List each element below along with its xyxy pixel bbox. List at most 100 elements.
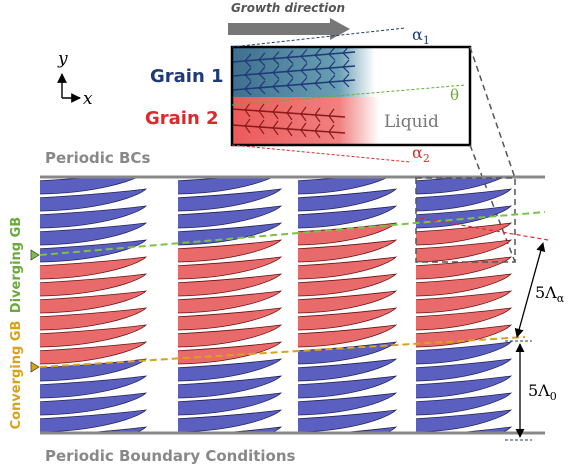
dendrite-finger bbox=[178, 273, 283, 297]
alpha1-line bbox=[231, 27, 406, 48]
dendrite-finger bbox=[40, 375, 148, 399]
dendrite-finger bbox=[416, 205, 513, 229]
branch bbox=[300, 122, 307, 138]
branch bbox=[258, 52, 266, 67]
bottom-bc-label: Periodic Boundary Conditions bbox=[45, 447, 296, 465]
dendrite-finger bbox=[178, 239, 283, 263]
dendrite-finger bbox=[298, 188, 398, 212]
dendrite-finger bbox=[416, 392, 513, 416]
branch bbox=[300, 76, 308, 91]
dendrite-finger bbox=[416, 222, 513, 246]
dendrite bbox=[231, 124, 346, 134]
dendrite bbox=[231, 108, 346, 118]
dendrite-finger bbox=[298, 409, 398, 433]
converging-label: Converging GB bbox=[9, 321, 24, 430]
zoom-box bbox=[415, 177, 516, 263]
branch bbox=[314, 123, 321, 139]
growth-arrow bbox=[228, 18, 350, 40]
inset bbox=[231, 45, 470, 145]
branch bbox=[258, 66, 266, 81]
branch bbox=[300, 62, 308, 77]
theta-line bbox=[231, 84, 466, 106]
branch bbox=[258, 103, 265, 119]
dendrite-finger bbox=[416, 341, 513, 365]
column bbox=[40, 178, 148, 433]
column bbox=[178, 178, 283, 433]
dendrite-finger bbox=[298, 324, 398, 348]
dendrite bbox=[231, 79, 356, 91]
dendrite-finger bbox=[40, 409, 148, 433]
branch bbox=[314, 107, 321, 123]
dendrite-finger bbox=[178, 375, 283, 399]
zoom-line bbox=[469, 46, 516, 179]
dendrite-finger bbox=[40, 188, 148, 212]
dendrite-finger bbox=[416, 188, 513, 212]
branch bbox=[314, 47, 322, 62]
branch bbox=[300, 48, 308, 63]
branch bbox=[258, 80, 266, 95]
dendrite-finger bbox=[178, 205, 283, 229]
branch bbox=[286, 105, 293, 121]
branch bbox=[328, 124, 335, 140]
dendrite-finger bbox=[178, 341, 283, 365]
spacing-0: 5Λ0 bbox=[528, 381, 557, 403]
dendrite-finger bbox=[40, 324, 148, 348]
dendrite-finger bbox=[178, 188, 283, 212]
dendrite-finger bbox=[416, 307, 513, 331]
branch bbox=[286, 121, 293, 137]
dendrite-finger bbox=[298, 375, 398, 399]
diverging-label: Diverging GB bbox=[9, 217, 24, 313]
spacing-alpha-arrow bbox=[514, 242, 546, 338]
dendrite-finger bbox=[178, 409, 283, 433]
dendrite-finger bbox=[416, 358, 513, 382]
dendrite-finger bbox=[178, 392, 283, 416]
dendrite-finger bbox=[298, 358, 398, 382]
liquid-label: Liquid bbox=[384, 112, 439, 132]
branch bbox=[272, 79, 280, 94]
dendrite-finger bbox=[416, 273, 513, 297]
theta: θ bbox=[450, 86, 459, 104]
dendrite-finger bbox=[40, 307, 148, 331]
dendrite-finger bbox=[40, 222, 148, 246]
dendrite-finger bbox=[40, 273, 148, 297]
branch bbox=[286, 50, 294, 64]
branch bbox=[328, 74, 336, 89]
dendrite-finger bbox=[40, 178, 137, 195]
dendrite-finger bbox=[416, 239, 513, 263]
dendrite-finger bbox=[40, 256, 148, 280]
branch bbox=[328, 46, 336, 61]
dendrite-finger bbox=[298, 178, 388, 195]
inset-frame bbox=[230, 45, 472, 147]
dendrite-finger bbox=[298, 239, 398, 263]
column bbox=[298, 178, 398, 433]
dendrite-finger bbox=[40, 290, 148, 314]
dendrite-finger bbox=[298, 290, 398, 314]
dendrite-finger bbox=[416, 375, 513, 399]
branch bbox=[286, 78, 294, 92]
dendrite-finger bbox=[178, 290, 283, 314]
grain-2-label: Grain 2 bbox=[145, 108, 219, 129]
dendrite-finger bbox=[178, 358, 283, 382]
diverging-marker bbox=[30, 249, 40, 261]
branch bbox=[258, 119, 265, 135]
dendrite-finger bbox=[178, 178, 272, 195]
dendrite-finger bbox=[178, 324, 283, 348]
axis-x: x bbox=[83, 89, 93, 109]
alpha2-guide bbox=[419, 217, 549, 241]
dendrite bbox=[231, 65, 356, 77]
top-bc-label: Periodic BCs bbox=[45, 149, 150, 167]
branch bbox=[328, 60, 336, 75]
alpha2: α2 bbox=[412, 143, 430, 165]
branch bbox=[272, 65, 280, 80]
branch bbox=[300, 106, 307, 122]
dendrite-finger bbox=[416, 409, 513, 433]
alpha1: α1 bbox=[412, 25, 430, 47]
dendrite-finger bbox=[40, 239, 148, 263]
branch bbox=[244, 53, 252, 68]
dendrite-finger bbox=[40, 392, 148, 416]
alpha2-line bbox=[231, 144, 411, 163]
branch bbox=[244, 102, 251, 118]
dendrite bbox=[231, 51, 356, 63]
branch bbox=[342, 59, 350, 74]
diverging-line bbox=[39, 211, 546, 256]
